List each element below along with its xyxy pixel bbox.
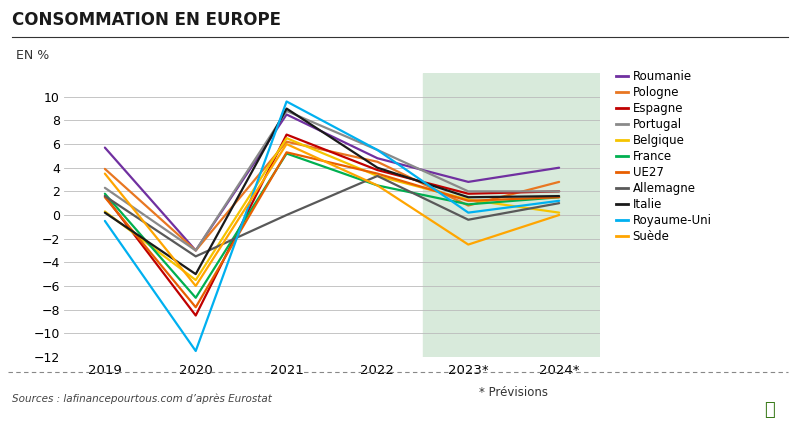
Legend: Roumanie, Pologne, Espagne, Portugal, Belgique, France, UE27, Allemagne, Italie,: Roumanie, Pologne, Espagne, Portugal, Be…: [616, 70, 712, 243]
Text: CONSOMMATION EN EUROPE: CONSOMMATION EN EUROPE: [12, 11, 281, 29]
Text: EN %: EN %: [16, 49, 49, 62]
Text: 🌳: 🌳: [764, 401, 774, 419]
Bar: [423, 73, 600, 357]
Text: * Prévisions: * Prévisions: [479, 387, 548, 399]
Text: Sources : lafinancepourtous.com d’après Eurostat: Sources : lafinancepourtous.com d’après …: [12, 394, 272, 404]
